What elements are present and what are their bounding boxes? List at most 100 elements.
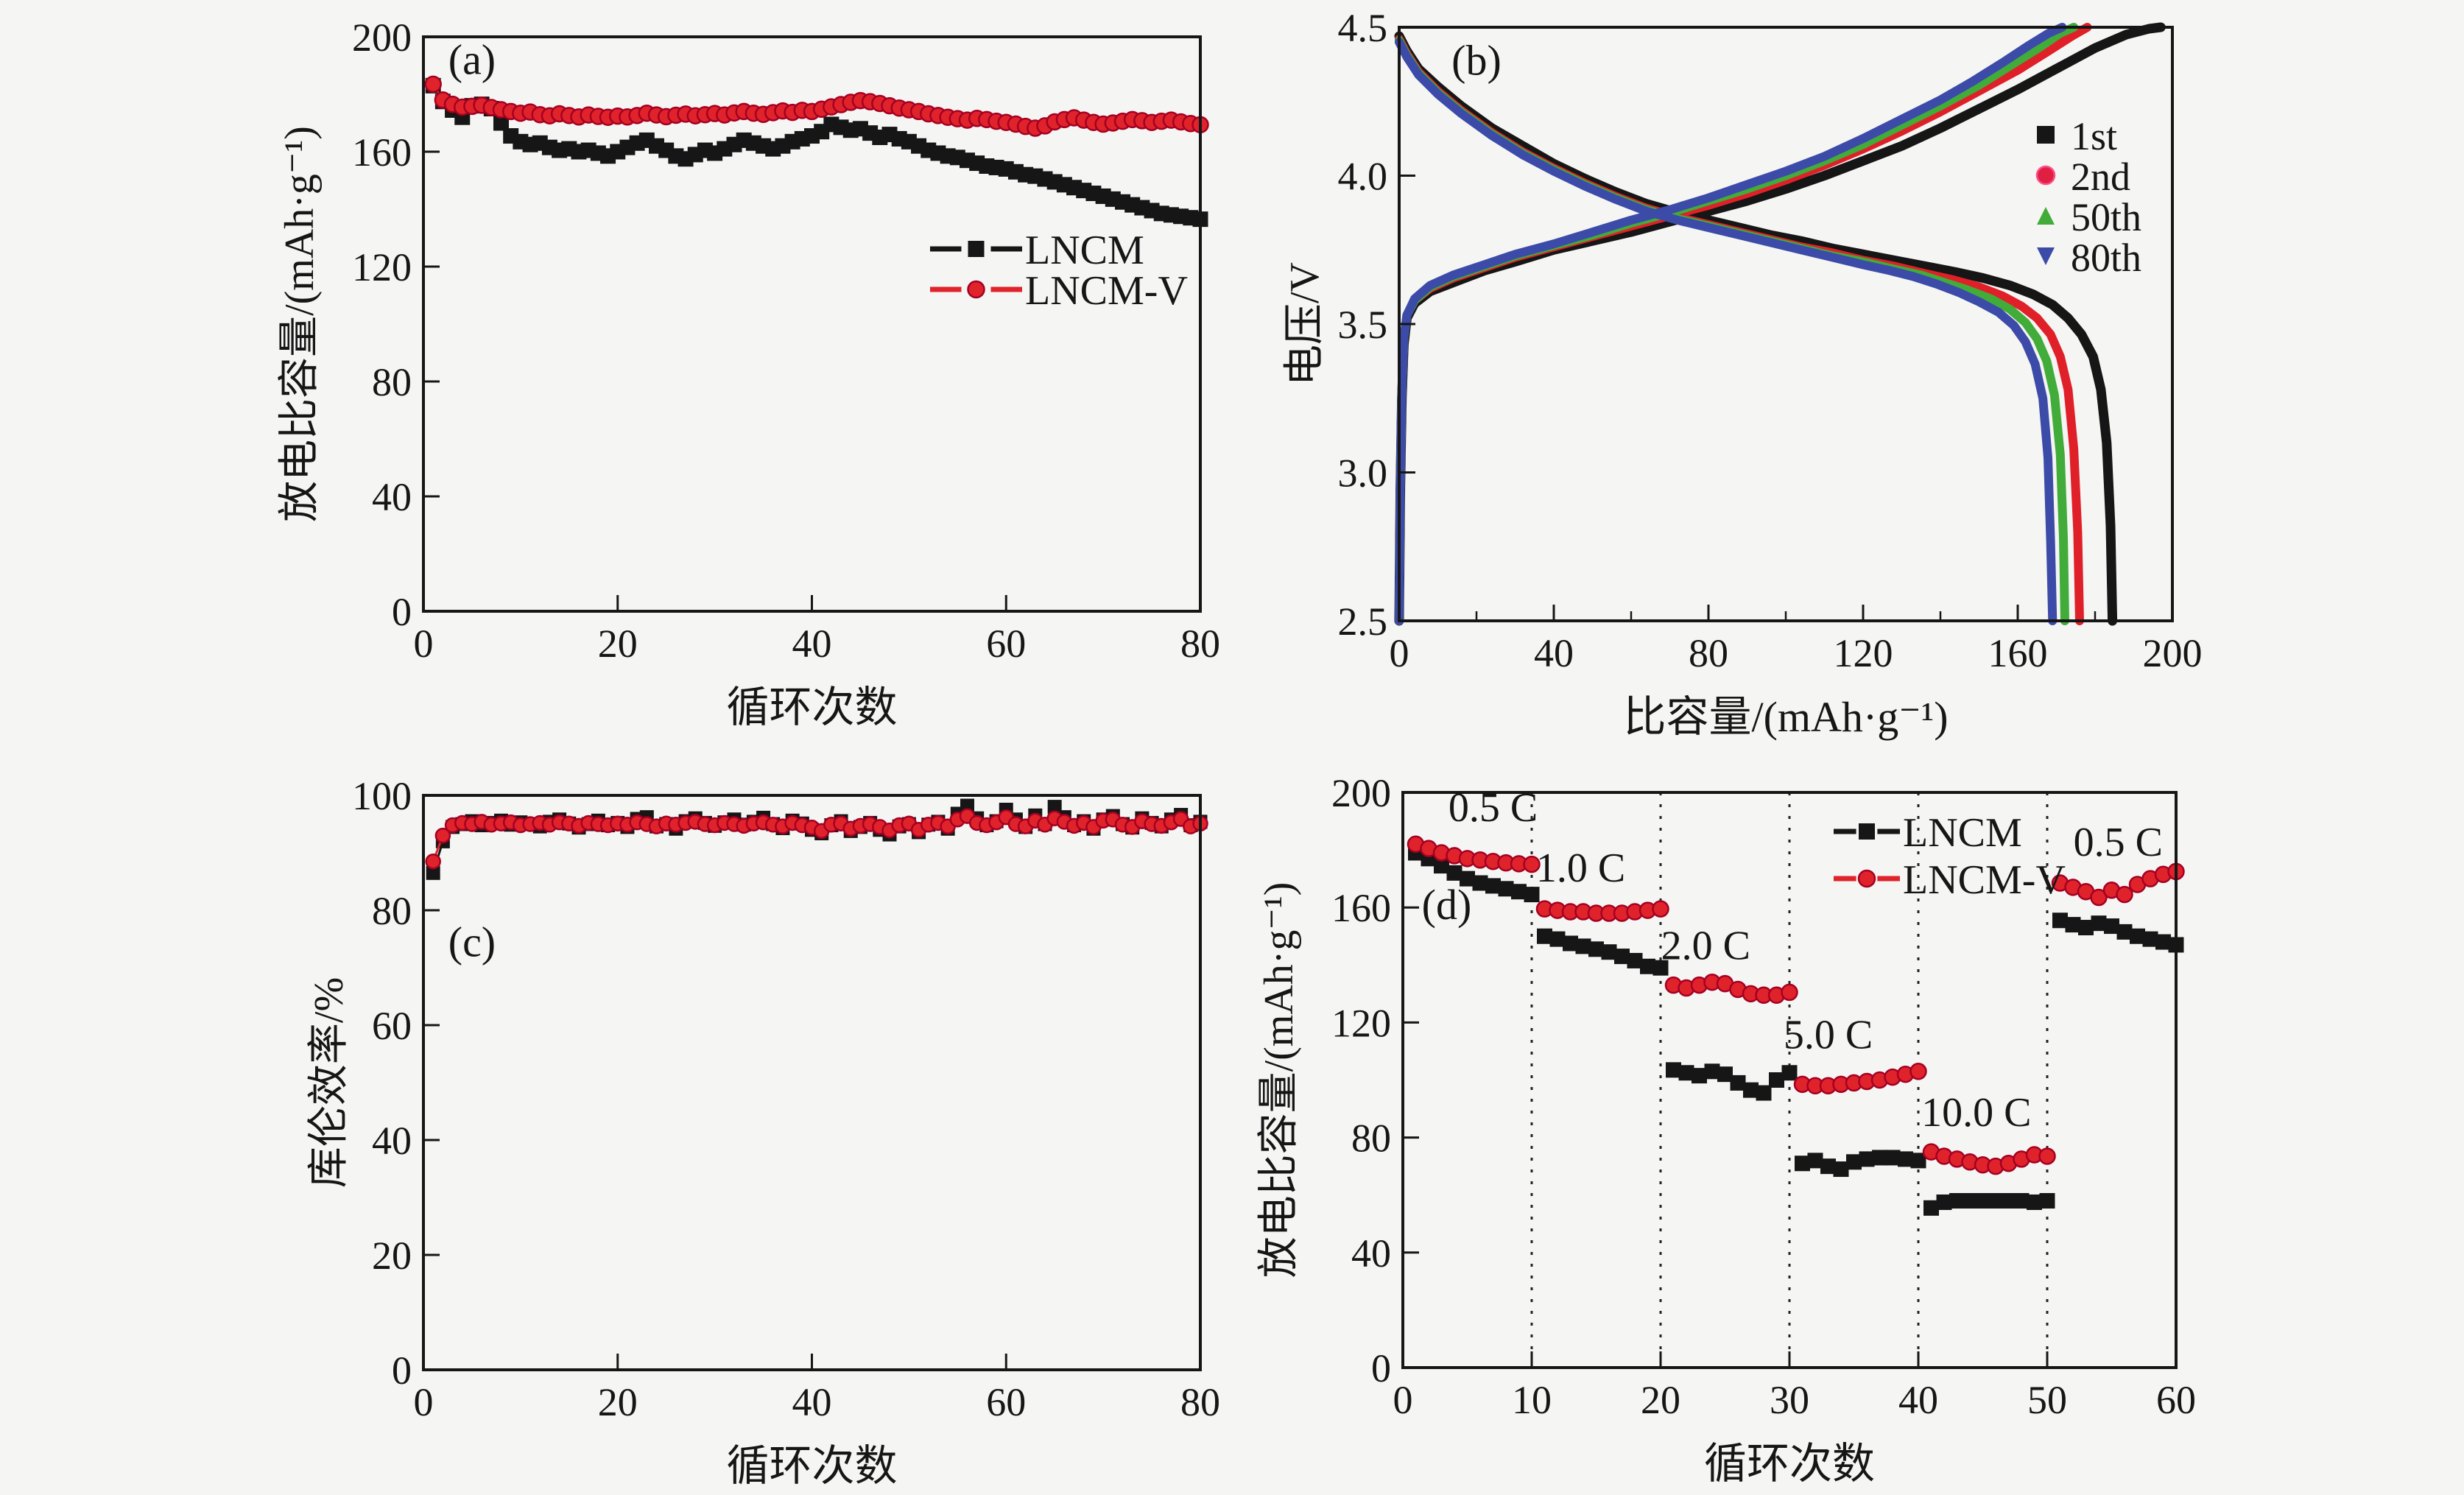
legend-label: LNCM-V <box>1903 857 2066 903</box>
y-axis-title: 库伦效率/% <box>306 977 352 1188</box>
data-point-LNCM <box>2142 931 2158 947</box>
y-tick-label: 0 <box>392 1348 412 1393</box>
data-point-LNCM <box>426 865 440 880</box>
x-tick-label: 0 <box>1393 1378 1413 1422</box>
y-tick-label: 160 <box>1331 886 1391 930</box>
x-tick-label: 40 <box>792 622 832 666</box>
data-point-LNCM-V <box>1781 983 1798 1002</box>
chart-panel-b-charge-discharge-curves: 0 40 80 120 160 200 2.5 3.0 3.5 4.0 4.5 比容量/(mAh·g⁻… <box>1282 6 2203 741</box>
legend-marker-2nd <box>2035 165 2056 186</box>
series-group <box>1394 22 2166 626</box>
data-point-LNCM <box>1884 1150 1901 1166</box>
curve-2nd-charge <box>1395 23 2092 625</box>
y-tick-label: 200 <box>352 15 412 60</box>
data-point-LNCM <box>1949 1193 1965 1209</box>
data-point-LNCM-V <box>2116 885 2133 904</box>
x-tick-label: 30 <box>1770 1378 1809 1422</box>
y-tick-label: 120 <box>352 245 412 289</box>
data-point-LNCM <box>1627 952 1643 968</box>
x-tick-label: 80 <box>1180 1380 1220 1424</box>
data-point-LNCM <box>1549 931 1566 947</box>
legend-marker-50th <box>2037 207 2055 225</box>
data-point-LNCM <box>2027 1194 2042 1210</box>
data-point-LNCM <box>1614 949 1630 965</box>
data-point-LNCM <box>1795 1155 1810 1172</box>
chart-panel-a-cycling-capacity: 0 20 40 60 80 0 40 80 120 160 200 循环次数 放电比容量/(mAh·g⁻… <box>277 15 1220 731</box>
data-point-LNCM <box>1910 1153 1926 1169</box>
data-point-LNCM <box>2013 1193 2030 1209</box>
data-point-LNCM <box>2104 918 2119 935</box>
y-axis-title: 电压/V <box>1282 262 1328 386</box>
legend-marker-LNCM <box>1859 823 1875 840</box>
data-point-LNCM <box>2130 928 2145 944</box>
data-point-LNCM <box>1743 1082 1759 1098</box>
data-point-LNCM-V <box>2090 888 2108 907</box>
data-point-LNCM <box>1498 881 1514 897</box>
panel-letter: (b) <box>1451 36 1502 84</box>
data-point-LNCM <box>2155 934 2171 950</box>
data-point-LNCM <box>1781 1065 1798 1081</box>
series-LNCM-V <box>425 808 1208 870</box>
y-tick-label: 3.5 <box>1338 303 1388 347</box>
panel-letter: (d) <box>1422 881 1472 929</box>
data-point-LNCM <box>1524 887 1540 903</box>
data-point-LNCM-V <box>1909 1063 1927 1080</box>
y-axis-title: 放电比容量/(mAh·g⁻¹) <box>1256 882 1302 1278</box>
data-point-LNCM-V <box>1652 900 1669 918</box>
x-tick-label: 60 <box>986 622 1026 666</box>
y-tick-label: 80 <box>1351 1116 1391 1161</box>
data-point-LNCM <box>1859 1151 1875 1167</box>
x-tick-label: 0 <box>414 1380 434 1424</box>
data-point-LNCM-V <box>434 827 451 844</box>
x-tick-label: 40 <box>792 1380 832 1424</box>
curve-80th-discharge <box>1395 38 2058 625</box>
data-point-LNCM <box>2039 1193 2055 1209</box>
x-axis-title: 比容量/(mAh·g⁻¹) <box>1623 693 1948 741</box>
data-point-LNCM-V <box>2038 1147 2056 1165</box>
data-point-LNCM <box>1472 875 1488 891</box>
y-axis-title: 放电比容量/(mAh·g⁻¹) <box>277 126 323 522</box>
legend-label: 2nd <box>2071 155 2130 199</box>
data-point-LNCM <box>2052 912 2068 929</box>
data-point-LNCM <box>1485 878 1501 894</box>
x-tick-label: 80 <box>1689 631 1728 675</box>
y-tick-label: 2.5 <box>1338 599 1388 644</box>
x-tick-label: 80 <box>1180 622 1220 666</box>
data-point-LNCM <box>1756 1085 1772 1101</box>
annotation-rate-label: 5.0 C <box>1784 1013 1873 1058</box>
x-tick-label: 60 <box>2156 1378 2196 1422</box>
legend-label: 50th <box>2071 195 2141 239</box>
x-tick-label: 50 <box>2027 1378 2067 1422</box>
x-tick-label: 20 <box>598 622 638 666</box>
data-point-LNCM <box>1692 1068 1707 1084</box>
x-axis-title: 循环次数 <box>1704 1440 1875 1488</box>
data-point-LNCM <box>1678 1065 1694 1081</box>
data-point-LNCM <box>1434 858 1449 874</box>
data-point-LNCM <box>1730 1074 1746 1091</box>
legend-label: 80th <box>2071 236 2141 280</box>
legend-marker-LNCM-V <box>1857 869 1876 888</box>
data-point-LNCM <box>1601 944 1617 960</box>
series-2nd-charge <box>1395 23 2092 625</box>
chart-panel-c-coulombic-efficiency: 020406080020406080100循环次数库伦效率/%LNCMLNCM-… <box>306 774 1220 1490</box>
plot-frame <box>422 794 1202 1371</box>
panel-letter: (a) <box>448 36 496 84</box>
y-tick-label: 3.0 <box>1338 451 1388 496</box>
plot-frame <box>1398 26 2174 622</box>
data-point-LNCM <box>1460 870 1475 887</box>
data-point-LNCM <box>1923 1200 1939 1216</box>
curve-1st-discharge <box>1394 31 2118 626</box>
data-point-LNCM <box>2078 920 2094 936</box>
y-tick-label: 100 <box>352 774 412 818</box>
series-2nd-discharge <box>1395 35 2084 625</box>
legend-marker-LNCM <box>968 241 985 257</box>
y-tick-label: 80 <box>372 360 412 404</box>
legend-marker-1st <box>2037 126 2055 144</box>
data-point-LNCM <box>1666 1062 1681 1078</box>
y-tick-label: 40 <box>1351 1231 1391 1276</box>
y-tick-label: 20 <box>372 1234 412 1278</box>
legend-label: 1st <box>2071 114 2117 158</box>
panel-letter: (c) <box>448 918 496 965</box>
